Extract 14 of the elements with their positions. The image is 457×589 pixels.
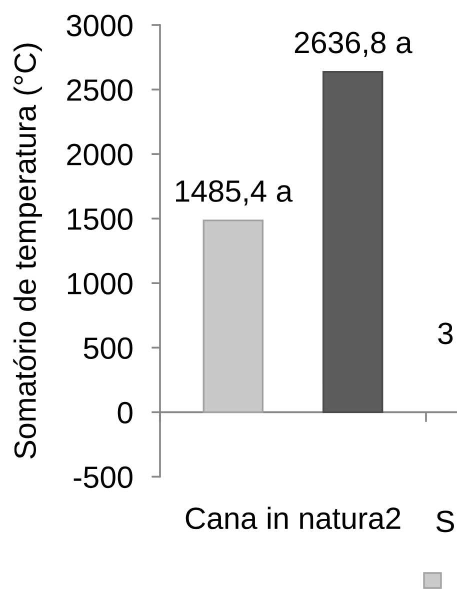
y-tick-label: 2000 [67,144,132,166]
y-tick-label: 500 [84,337,132,360]
y-tick-label: -500 [74,466,132,488]
x-tick-label: Cana in natura2 [186,506,400,530]
y-tick-label: 1500 [68,208,132,230]
y-tick-label: 0 [118,402,132,424]
y-axis-title: Somatório de temperatura (°C) [13,44,42,458]
annotation: 3 [438,322,453,344]
y-tick-label: 1000 [68,272,132,294]
text: S [436,510,454,532]
data-label: 2636,8 a [294,32,412,57]
data-label: 1485,4 a [176,180,293,206]
y-tick-label: 2500 [67,79,132,101]
y-tick-label: 3000 [66,14,132,36]
